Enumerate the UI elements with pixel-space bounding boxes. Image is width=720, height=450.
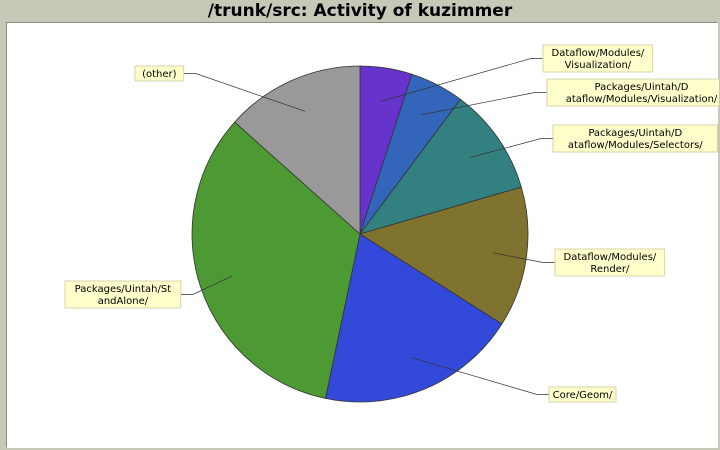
slice-label: ataflow/Modules/Visualization/ [566,94,718,105]
slice-label: Packages/Uintah/D [588,128,682,139]
pie-slice [191,121,361,399]
slice-leader-line [180,275,233,295]
pie-chart: Dataflow/Modules/Visualization/Packages/… [64,44,719,403]
slice-label-box [64,280,182,309]
plot-area: Dataflow/Modules/Visualization/Packages/… [6,22,719,448]
pie-slice [359,186,529,325]
slice-label: Packages/Uintah/St [75,284,172,295]
slice-leader-line [493,252,555,263]
slices-layer [191,65,529,403]
slice-label: Core/Geom/ [553,390,613,401]
slice-label: Packages/Uintah/D [595,82,689,93]
slice-label-box [548,386,617,403]
slice-label-box [542,44,654,73]
labels-layer: Dataflow/Modules/Visualization/Packages/… [64,44,719,403]
slice-label: Dataflow/Modules/ [564,252,657,263]
slice-label-box [546,78,719,107]
pie-slice [324,233,503,403]
slice-label-box [552,124,719,153]
slice-leader-line [380,58,543,102]
chart-title: /trunk/src: Activity of kuzimmer [207,1,513,21]
slice-label: andAlone/ [98,296,149,307]
slice-label: Render/ [590,264,630,275]
slice-label: (other) [142,69,177,80]
slice-leader-line [183,73,306,112]
pie-slice [234,65,361,235]
slice-label: Visualization/ [565,60,632,71]
slice-leader-line [412,357,549,395]
slice-label: ataflow/Modules/Selectors/ [568,140,703,151]
pie-slice [358,98,522,235]
slice-label-box [554,248,666,277]
slice-label-box [134,65,185,82]
slice-leader-line [470,138,553,158]
slice-label: Dataflow/Modules/ [552,48,645,59]
slice-leader-line [421,92,547,115]
